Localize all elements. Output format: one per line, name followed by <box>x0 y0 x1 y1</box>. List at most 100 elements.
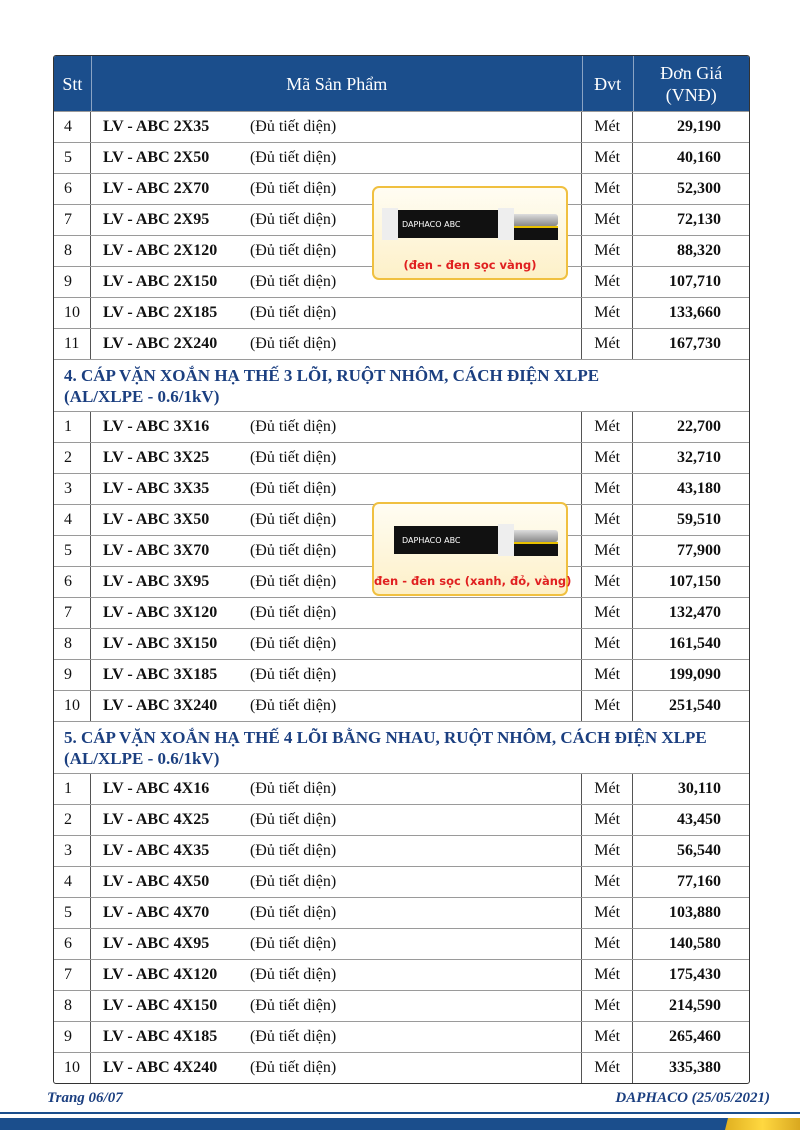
product-note: (Đủ tiết diện) <box>249 149 337 166</box>
company-date: DAPHACO (25/05/2021) <box>615 1090 770 1106</box>
group-3-core: 1 LV - ABC 3X16 (Đủ tiết diện) Mét 22,700… <box>54 411 749 721</box>
product-note: (Đủ tiết diện) <box>249 418 337 435</box>
product-note: (Đủ tiết diện) <box>249 1028 337 1045</box>
row-product: LV - ABC 3X95 (Đủ tiết diện) <box>91 567 583 597</box>
table-header: Stt Mã Sản Phẩm Đvt Đơn Giá (VNĐ) <box>54 56 749 111</box>
row-product: LV - ABC 4X35 (Đủ tiết diện) <box>91 836 583 866</box>
row-unit: Mét <box>582 329 634 359</box>
product-note: (Đủ tiết diện) <box>249 1059 337 1076</box>
col-product: Mã Sản Phẩm <box>92 56 583 111</box>
product-code: LV - ABC 4X25 <box>102 811 210 828</box>
product-note: (Đủ tiết diện) <box>249 780 337 797</box>
row-stt: 7 <box>54 205 91 235</box>
product-code: LV - ABC 4X70 <box>102 904 210 921</box>
row-unit: Mét <box>582 929 634 959</box>
product-note: (Đủ tiết diện) <box>249 273 337 290</box>
row-product: LV - ABC 3X150 (Đủ tiết diện) <box>91 629 583 659</box>
row-price: 22,700 <box>676 418 721 435</box>
product-code: LV - ABC 3X25 <box>102 449 210 466</box>
product-note: (Đủ tiết diện) <box>249 511 337 528</box>
product-code: LV - ABC 4X35 <box>102 842 210 859</box>
row-product: LV - ABC 2X95 (Đủ tiết diện) <box>91 205 583 235</box>
product-note: (Đủ tiết diện) <box>249 697 337 714</box>
row-product: LV - ABC 3X50 (Đủ tiết diện) <box>91 505 583 535</box>
row-price: 132,470 <box>668 604 721 621</box>
row-unit: Mét <box>582 536 634 566</box>
table-row: 1 LV - ABC 3X16 (Đủ tiết diện) Mét 22,700 <box>54 411 749 442</box>
row-product: LV - ABC 4X240 (Đủ tiết diện) <box>91 1053 583 1083</box>
row-stt: 9 <box>54 267 91 297</box>
row-price: 43,450 <box>676 811 721 828</box>
footer-line <box>0 1112 800 1114</box>
row-stt: 5 <box>54 898 91 928</box>
product-note: (Đủ tiết diện) <box>249 997 337 1014</box>
table-row: 7 LV - ABC 4X120 (Đủ tiết diện) Mét 175,4… <box>54 959 749 990</box>
group-4-core: 1 LV - ABC 4X16 (Đủ tiết diện) Mét 30,110… <box>54 773 749 1083</box>
row-unit: Mét <box>582 598 634 628</box>
row-stt: 5 <box>54 536 91 566</box>
product-note: (Đủ tiết diện) <box>249 604 337 621</box>
row-product: LV - ABC 2X185 (Đủ tiết diện) <box>91 298 583 328</box>
row-unit: Mét <box>582 567 634 597</box>
row-product: LV - ABC 4X50 (Đủ tiết diện) <box>91 867 583 897</box>
row-product: LV - ABC 2X240 (Đủ tiết diện) <box>91 329 583 359</box>
row-stt: 7 <box>54 960 91 990</box>
product-code: LV - ABC 3X150 <box>102 635 218 652</box>
row-price: 167,730 <box>668 335 721 352</box>
row-price: 72,130 <box>676 211 721 228</box>
row-unit: Mét <box>582 898 634 928</box>
row-stt: 2 <box>54 443 91 473</box>
product-note: (Đủ tiết diện) <box>249 211 337 228</box>
row-stt: 1 <box>54 774 91 804</box>
row-product: LV - ABC 3X120 (Đủ tiết diện) <box>91 598 583 628</box>
product-code: LV - ABC 4X16 <box>102 780 210 797</box>
row-price: 107,710 <box>668 273 721 290</box>
row-stt: 10 <box>54 298 91 328</box>
table-row: 2 LV - ABC 4X25 (Đủ tiết diện) Mét 43,450 <box>54 804 749 835</box>
row-price: 43,180 <box>676 480 721 497</box>
row-price: 52,300 <box>676 180 721 197</box>
table-row: 11 LV - ABC 2X240 (Đủ tiết diện) Mét 167,… <box>54 328 749 359</box>
product-note: (Đủ tiết diện) <box>249 904 337 921</box>
product-note: (Đủ tiết diện) <box>249 842 337 859</box>
row-price: 103,880 <box>668 904 721 921</box>
product-code: LV - ABC 4X50 <box>102 873 210 890</box>
section-title: 5. CÁP VẶN XOẮN HẠ THẾ 4 LÕI BẰNG NHAU, … <box>64 728 707 747</box>
row-stt: 8 <box>54 236 91 266</box>
row-product: LV - ABC 4X150 (Đủ tiết diện) <box>91 991 583 1021</box>
row-product: LV - ABC 3X70 (Đủ tiết diện) <box>91 536 583 566</box>
cable-image-3-core: DAPHACO ABC đen - đen sọc (xanh, đỏ, vàn… <box>372 502 571 596</box>
row-price: 30,110 <box>677 780 721 797</box>
product-code: LV - ABC 2X70 <box>102 180 210 197</box>
row-stt: 3 <box>54 474 91 504</box>
table-row: 5 LV - ABC 4X70 (Đủ tiết diện) Mét 103,88… <box>54 897 749 928</box>
row-unit: Mét <box>582 412 634 442</box>
table-row: 10 LV - ABC 2X185 (Đủ tiết diện) Mét 133,… <box>54 297 749 328</box>
row-stt: 4 <box>54 112 91 142</box>
row-stt: 11 <box>54 329 91 359</box>
row-price: 59,510 <box>676 511 721 528</box>
cable-picture: DAPHACO ABC <box>382 522 558 558</box>
product-note: (Đủ tiết diện) <box>249 542 337 559</box>
row-unit: Mét <box>582 691 634 721</box>
row-price: 175,430 <box>668 966 721 983</box>
section-title: 4. CÁP VẶN XOẮN HẠ THẾ 3 LÕI, RUỘT NHÔM,… <box>64 366 600 385</box>
table-row: 10 LV - ABC 4X240 (Đủ tiết diện) Mét 335,… <box>54 1052 749 1083</box>
cable-brand: DAPHACO ABC <box>394 526 504 554</box>
product-code: LV - ABC 4X120 <box>102 966 218 983</box>
section-subtitle: (AL/XLPE - 0.6/1kV) <box>64 749 220 768</box>
row-stt: 6 <box>54 929 91 959</box>
row-unit: Mét <box>582 836 634 866</box>
product-code: LV - ABC 4X185 <box>102 1028 218 1045</box>
row-unit: Mét <box>582 960 634 990</box>
row-product: LV - ABC 2X150 (Đủ tiết diện) <box>91 267 583 297</box>
product-note: (Đủ tiết diện) <box>249 573 337 590</box>
price-header-1: Đơn Giá <box>660 62 723 83</box>
product-note: (Đủ tiết diện) <box>249 242 337 259</box>
row-stt: 5 <box>54 143 91 173</box>
product-code: LV - ABC 3X70 <box>102 542 210 559</box>
product-code: LV - ABC 2X150 <box>102 273 218 290</box>
row-product: LV - ABC 4X25 (Đủ tiết diện) <box>91 805 583 835</box>
row-unit: Mét <box>582 112 634 142</box>
table-row: 4 LV - ABC 2X35 (Đủ tiết diện) Mét 29,190 <box>54 111 749 142</box>
